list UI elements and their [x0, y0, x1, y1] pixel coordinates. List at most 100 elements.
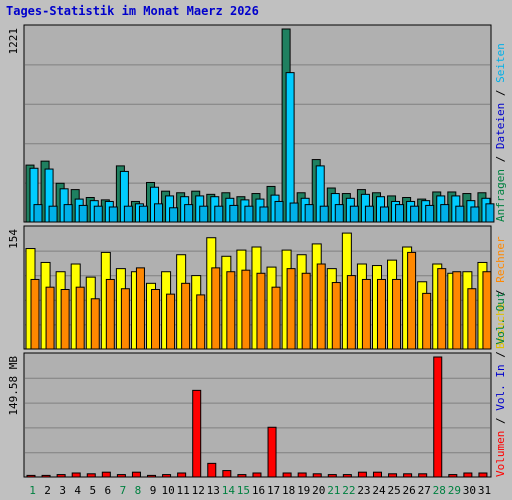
bar-rechner-day-26 — [407, 251, 417, 350]
legend-separator: / — [494, 149, 507, 169]
bar-seiten-day-5 — [93, 205, 103, 223]
bar-rechner-day-27 — [422, 292, 432, 350]
bar-seiten-day-9 — [154, 203, 164, 223]
x-tick-day-3: 3 — [59, 484, 66, 497]
x-tick-day-30: 30 — [463, 484, 476, 497]
legend-seiten: Seiten — [494, 43, 507, 83]
y-max-label-visits: 154 — [7, 229, 20, 249]
bar-seiten-day-21 — [334, 204, 344, 223]
bar-seiten-day-1 — [33, 204, 43, 223]
plot-area-hits — [23, 24, 492, 223]
bar-volumen-day-15 — [237, 474, 247, 478]
bar-seiten-day-4 — [78, 204, 88, 223]
x-tick-day-29: 29 — [448, 484, 461, 497]
x-tick-day-11: 11 — [177, 484, 190, 497]
bar-seiten-day-31 — [485, 203, 495, 223]
bar-volumen-day-14 — [222, 470, 232, 478]
bar-volumen-day-23 — [357, 471, 367, 478]
bar-seiten-day-13 — [214, 205, 224, 223]
x-tick-day-5: 5 — [89, 484, 96, 497]
x-tick-day-12: 12 — [192, 484, 205, 497]
bar-seiten-day-29 — [455, 205, 465, 223]
bar-seiten-day-23 — [364, 205, 374, 223]
side-legend-volume: Volumen / Vol. In / Vol. Out — [494, 292, 507, 477]
side-legend-hits: Anfragen / Dateien / Seiten — [494, 43, 507, 222]
panel-volume: 149.58 MB Volumen / Vol. In / Vol. Out — [7, 292, 507, 478]
x-tick-day-9: 9 — [150, 484, 157, 497]
bar-seiten-day-10 — [169, 207, 179, 223]
bar-rechner-day-3 — [60, 289, 70, 350]
x-tick-day-15: 15 — [237, 484, 250, 497]
bar-volumen-day-1 — [26, 474, 36, 478]
bar-seiten-day-14 — [229, 204, 239, 223]
bar-rechner-day-18 — [286, 268, 296, 350]
bar-volumen-day-28 — [433, 356, 443, 478]
legend-separator: / — [494, 283, 507, 303]
bar-rechner-day-13 — [211, 267, 221, 350]
bar-rechner-day-25 — [392, 278, 402, 350]
bar-seiten-day-12 — [199, 205, 209, 223]
bar-rechner-day-7 — [120, 288, 130, 350]
x-tick-day-13: 13 — [207, 484, 220, 497]
legend-besuche: Besuche — [494, 303, 507, 349]
bar-rechner-day-8 — [135, 267, 145, 350]
bar-volumen-day-24 — [372, 471, 382, 478]
bar-volumen-day-22 — [342, 474, 352, 478]
y-max-label-volume: 149.58 MB — [7, 356, 20, 416]
x-tick-day-17: 17 — [267, 484, 280, 497]
bar-volumen-day-31 — [478, 472, 488, 478]
panel-hits: 1221 Anfragen / Dateien / Seiten — [7, 24, 507, 223]
bar-volumen-day-13 — [207, 462, 217, 478]
bar-rechner-day-10 — [166, 293, 176, 350]
y-max-label-hits: 1221 — [7, 28, 20, 55]
legend-separator: / — [494, 411, 507, 431]
bar-rechner-day-16 — [256, 272, 266, 350]
bar-seiten-day-30 — [470, 206, 480, 223]
bar-rechner-day-15 — [241, 269, 251, 350]
x-tick-day-22: 22 — [342, 484, 355, 497]
legend-rechner: Rechner — [494, 236, 507, 283]
x-tick-day-14: 14 — [222, 484, 236, 497]
x-tick-day-24: 24 — [372, 484, 386, 497]
chart-title: Tages-Statistik im Monat Maerz 2026 — [6, 4, 259, 18]
bar-rechner-day-2 — [45, 286, 55, 350]
legend-separator: / — [494, 83, 507, 103]
panel-visits: 154 Besuche / Rechner — [7, 225, 507, 350]
bar-volumen-day-21 — [327, 474, 337, 478]
bar-rechner-day-24 — [376, 278, 386, 350]
x-tick-day-1: 1 — [29, 484, 36, 497]
legend-volumen: Volumen — [494, 431, 507, 477]
bar-dateien-day-18 — [285, 72, 295, 223]
bar-volumen-day-9 — [147, 474, 157, 478]
x-tick-day-7: 7 — [120, 484, 127, 497]
bar-rechner-day-28 — [437, 268, 447, 350]
bar-volumen-day-6 — [101, 471, 111, 478]
bar-rechner-day-4 — [75, 286, 85, 350]
bar-volumen-day-5 — [86, 473, 96, 478]
bar-seiten-day-8 — [138, 205, 148, 223]
bar-volumen-day-8 — [131, 471, 141, 478]
x-tick-day-26: 26 — [403, 484, 416, 497]
bar-seiten-day-6 — [108, 206, 118, 223]
chart-panels: 1221 Anfragen / Dateien / Seiten 154 Besuch… — [7, 24, 507, 478]
bar-rechner-day-6 — [105, 278, 115, 350]
bar-rechner-day-30 — [467, 288, 477, 350]
bar-seiten-day-2 — [48, 205, 58, 223]
bar-rechner-day-21 — [331, 282, 341, 350]
bar-rechner-day-31 — [482, 271, 492, 350]
plot-area-volume — [23, 352, 492, 478]
x-tick-day-28: 28 — [433, 484, 446, 497]
bar-rechner-day-22 — [346, 275, 356, 350]
bar-volumen-day-18 — [282, 472, 292, 478]
bar-rechner-day-23 — [361, 278, 371, 350]
legend-dateien: Dateien — [494, 103, 507, 149]
bar-volumen-day-17 — [267, 426, 277, 478]
x-tick-day-27: 27 — [418, 484, 431, 497]
legend-vol-in: Vol. In — [494, 364, 507, 410]
x-axis-day-labels: 1 2 3 4 5 6 7 8 9 10 11 12 13 14 15 16 17 18 19 20 21 22 23 24 2… — [29, 484, 491, 497]
bar-volumen-day-12 — [192, 389, 202, 478]
bar-volumen-day-30 — [463, 472, 473, 478]
series-volumen — [26, 356, 488, 478]
x-tick-day-21: 21 — [327, 484, 340, 497]
